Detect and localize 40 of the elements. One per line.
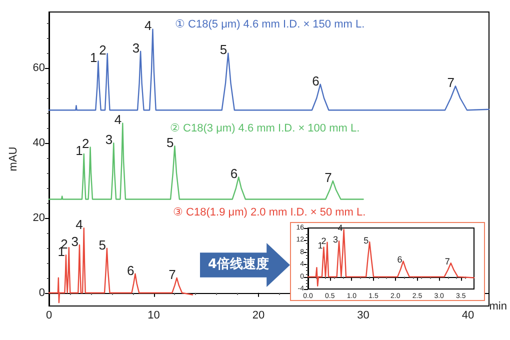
y-tick-label: 60 [32, 62, 45, 74]
text: ③ C18(1.9 μm) 2.0 mm I.D. × 50 mm L. [173, 206, 366, 218]
annotation: 5 [364, 236, 369, 246]
annotation: 2 [321, 236, 326, 246]
annotation: 4 [144, 18, 152, 34]
annotation: 6 [126, 262, 134, 278]
x-tick-label: 30 [357, 310, 370, 322]
annotation: 7 [324, 170, 332, 185]
annotation: 6 [397, 254, 402, 265]
annotation: 7 [444, 256, 450, 267]
annotation: 1 [90, 50, 98, 66]
annotation: 6 [230, 166, 238, 182]
line-series [48, 28, 490, 111]
annotation: 3 [105, 132, 113, 148]
annotation: 7 [168, 266, 176, 282]
x-tick-label: 0 [46, 310, 52, 322]
line-series [48, 122, 364, 200]
annotation: 4 [114, 112, 122, 128]
x-axis-title: min [489, 300, 507, 312]
annotation: 5 [220, 42, 228, 58]
annotation: 3 [132, 40, 140, 56]
y-axis-title: mAU [8, 146, 20, 172]
y-tick-label: 40 [32, 137, 45, 150]
x-tick-label: 10 [148, 310, 160, 322]
y-tick-label: 20 [32, 212, 45, 224]
annotation: 5 [166, 135, 174, 150]
annotation: 5 [98, 237, 106, 252]
annotation: 2 [82, 136, 90, 152]
series-label: ② C18(3 μm) 4.6 mm I.D. × 100 mm L. [170, 122, 360, 134]
annotation: 1 [76, 142, 83, 158]
text: ① C18(5 μm) 4.6 mm I.D. × 150 mm L. [175, 18, 365, 30]
annotation: 4 [76, 217, 83, 232]
annotation: 3 [71, 234, 78, 249]
annotation: 6 [312, 73, 320, 88]
annotation: 7 [447, 75, 454, 90]
annotation: 3 [333, 234, 338, 245]
x-tick-label: 40 [462, 310, 474, 322]
x-tick-label: 20 [252, 310, 265, 322]
annotation: 2 [99, 42, 106, 58]
annotation: 1 [318, 240, 323, 251]
